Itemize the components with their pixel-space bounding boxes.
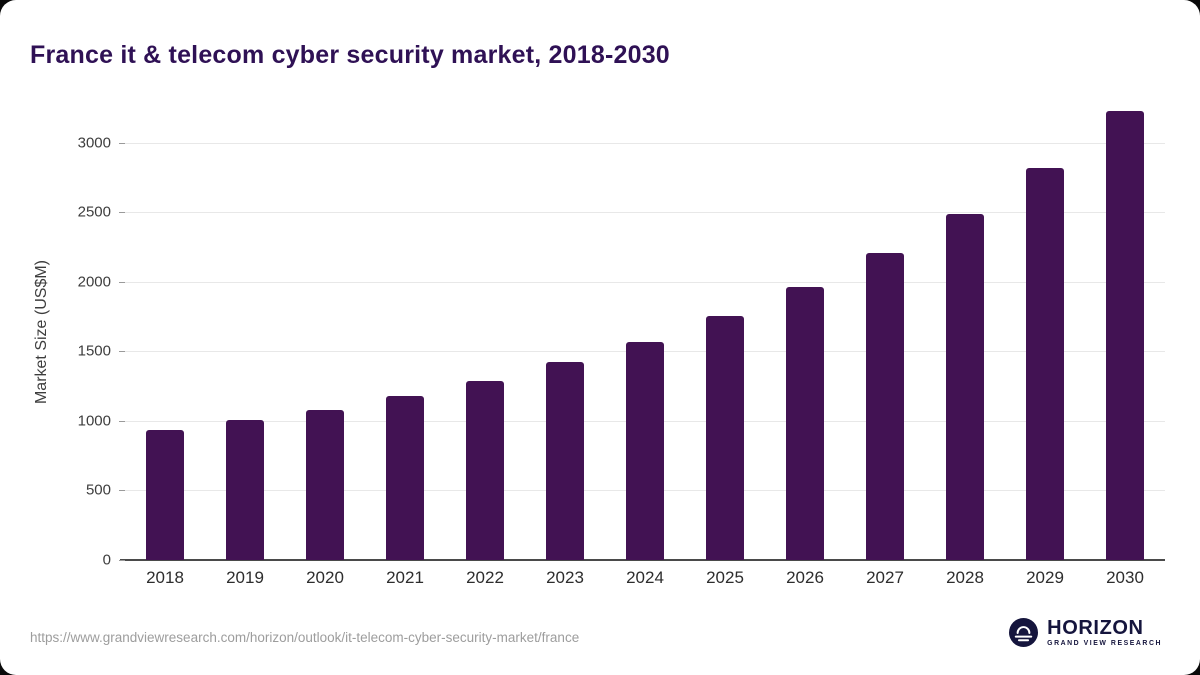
y-tick-mark [119, 420, 125, 422]
x-tick-label: 2022 [466, 568, 504, 587]
y-tick-mark [119, 212, 125, 214]
y-axis-title: Market Size (US$M) [33, 259, 50, 405]
bar-2020 [306, 409, 344, 560]
y-tick-mark [119, 351, 125, 353]
y-tick-label: 500 [85, 481, 111, 499]
y-tick-mark [119, 281, 125, 283]
y-tick-label: 2500 [77, 203, 111, 221]
y-tick-mark [119, 490, 125, 492]
bar-2024 [626, 341, 664, 560]
bar-2018 [146, 429, 184, 560]
bar-2019 [226, 420, 264, 560]
x-tick-label: 2024 [626, 568, 664, 587]
bar-2025 [706, 315, 744, 560]
y-tick-mark [119, 142, 125, 144]
bar-2026 [786, 287, 824, 560]
bar-2021 [386, 395, 424, 560]
logo-text: HORIZON GRAND VIEW RESEARCH [1047, 618, 1162, 648]
source-url: https://www.grandviewresearch.com/horizo… [30, 630, 580, 645]
x-tick-label: 2027 [866, 568, 904, 587]
plot-area: 0 500 1000 1500 2000 2500 3000 2018 2019 2020 2021… [78, 105, 1165, 587]
y-tick-mark [119, 560, 125, 561]
gridline [125, 281, 1165, 283]
horizon-logo-icon [1009, 618, 1039, 648]
x-tick-label: 2023 [546, 568, 584, 587]
x-axis-line [120, 559, 1165, 561]
x-tick-label: 2026 [786, 568, 824, 587]
x-tick-label: 2021 [386, 568, 424, 587]
x-tick-label: 2025 [706, 568, 744, 587]
bar-2027 [866, 253, 904, 560]
y-tick-label: 1500 [77, 342, 111, 360]
logo-title: HORIZON [1047, 617, 1144, 639]
bar-2029 [1026, 167, 1064, 560]
y-tick-label: 2000 [77, 273, 111, 291]
x-tick-label: 2020 [306, 568, 344, 587]
y-tick-label: 3000 [77, 134, 111, 152]
horizon-logo: HORIZON GRAND VIEW RESEARCH [1009, 618, 1162, 648]
x-tick-label: 2019 [226, 568, 264, 587]
x-tick-label: 2028 [946, 568, 984, 587]
bar-2030 [1106, 110, 1144, 560]
bar-2023 [546, 362, 584, 560]
x-tick-label: 2030 [1106, 568, 1144, 587]
x-tick-label: 2029 [1026, 568, 1064, 587]
y-tick-label: 0 [102, 551, 111, 569]
gridline [125, 212, 1165, 214]
bar-2028 [946, 214, 984, 560]
logo-subtitle: GRAND VIEW RESEARCH [1047, 640, 1162, 647]
page-title: France it & telecom cyber security marke… [30, 40, 670, 69]
x-tick-label: 2018 [146, 568, 184, 587]
gridline [125, 142, 1165, 144]
bar-2022 [466, 380, 504, 560]
y-tick-label: 1000 [77, 412, 111, 430]
